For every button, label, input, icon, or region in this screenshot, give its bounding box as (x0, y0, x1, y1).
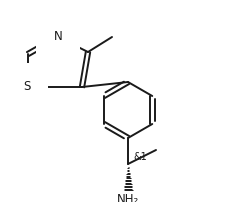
Text: S: S (23, 81, 31, 94)
Text: NH₂: NH₂ (117, 193, 139, 202)
Text: &1: &1 (133, 152, 147, 162)
Text: N: N (54, 31, 62, 43)
